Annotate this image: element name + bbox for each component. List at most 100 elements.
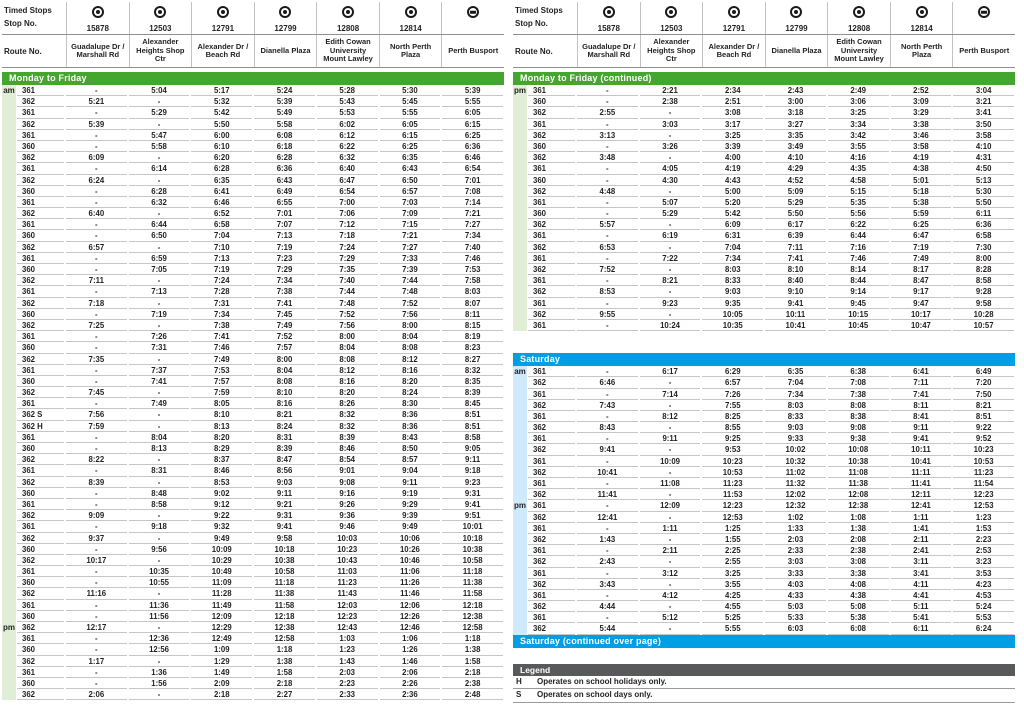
timetable-row: 361-6:59 7:13 7:23 7:29 7:33 7:46: [2, 252, 504, 264]
time-cell: 9:19: [379, 488, 441, 499]
time-cell: 7:43: [577, 400, 638, 411]
time-cell: 8:56: [254, 465, 315, 477]
time-cell: 5:15: [827, 186, 889, 197]
time-cell: 2:55: [577, 107, 638, 119]
time-cell: 5:09: [765, 186, 826, 197]
route-number: 360: [17, 644, 64, 656]
time-cell: -: [66, 197, 127, 209]
time-cell: -: [577, 253, 638, 264]
time-cell: 8:31: [254, 432, 315, 443]
time-cell: 12:09: [191, 611, 253, 622]
time-cell: -: [639, 489, 701, 501]
time-cell: 8:16: [316, 376, 378, 388]
stop-number: 12814: [910, 24, 933, 33]
route-number: 362: [528, 377, 575, 389]
timetable-row: 361-6:19 6:31 6:39 6:44 6:47 6:58: [513, 230, 1015, 242]
stops-header: Timed Stops Stop No. 15878 12503 12791 12799 1…: [513, 2, 1015, 68]
time-cell: 6:52: [191, 208, 253, 220]
time-cell: 10:03: [316, 533, 378, 544]
time-cell: 6:03: [765, 623, 826, 635]
stop-number: 12791: [211, 24, 235, 33]
time-cell: 7:23: [254, 253, 315, 264]
time-cell: 11:32: [765, 478, 826, 490]
period-label: [2, 230, 16, 242]
timetable-row: 360-5:29 5:42 5:50 5:56 5:59 6:11: [513, 208, 1015, 220]
period-label: [2, 599, 16, 611]
period-label: [2, 208, 16, 220]
time-cell: 7:56: [379, 309, 441, 320]
timetable-row: 361-3:03 3:17 3:27 3:34 3:38 3:50: [513, 118, 1015, 130]
timetable-row: 362 S 7:56-8:10 8:21 8:32 8:36 8:51: [2, 409, 504, 421]
time-cell: 11:56: [128, 611, 190, 622]
period-label: [513, 422, 527, 434]
period-label: [513, 140, 527, 153]
section-title-bar: Saturday: [513, 353, 1015, 367]
time-cell: 6:46: [577, 377, 638, 389]
time-cell: 6:28: [128, 186, 190, 197]
period-label: [513, 410, 527, 423]
route-number: 360: [17, 577, 64, 589]
route-number: 360: [17, 309, 64, 320]
time-cell: 1:03: [316, 633, 378, 645]
time-cell: 2:03: [316, 667, 378, 678]
route-number: 361: [528, 568, 575, 579]
timetable-row: 361-8:58 9:12 9:21 9:26 9:29 9:41: [2, 498, 504, 511]
time-cell: 2:48: [442, 689, 503, 701]
time-cell: 6:32: [316, 152, 378, 164]
time-cell: -: [66, 163, 127, 175]
route-number: 361: [17, 465, 64, 477]
time-cell: 8:32: [442, 365, 503, 376]
time-cell: 7:05: [128, 264, 190, 276]
stop-name: Edith Cowan University Mount Lawley: [316, 35, 379, 67]
time-cell: 5:12: [639, 612, 701, 624]
time-cell: 3:48: [577, 152, 638, 164]
time-cell: 7:46: [191, 342, 253, 354]
time-cell: 8:20: [379, 376, 441, 388]
time-cell: 6:29: [702, 366, 764, 378]
time-cell: 7:27: [379, 242, 441, 253]
timed-stop-icon: [279, 6, 292, 18]
time-cell: 5:24: [953, 601, 1014, 613]
route-number: 360: [17, 376, 64, 388]
stop-number: 12799: [274, 24, 297, 33]
time-cell: 6:50: [379, 175, 441, 186]
time-cell: 2:41: [890, 545, 952, 557]
time-cell: 8:43: [577, 422, 638, 434]
period-label: [513, 455, 527, 467]
time-cell: -: [577, 175, 638, 186]
time-cell: 7:40: [442, 242, 503, 253]
time-cell: 7:01: [442, 175, 503, 186]
time-cell: 7:19: [128, 309, 190, 320]
time-cell: 8:28: [953, 264, 1014, 276]
period-label: [513, 466, 527, 478]
stop-name: Edith Cowan University Mount Lawley: [827, 35, 890, 67]
timetable-row: 361-7:14 7:26 7:34 7:38 7:41 7:50: [513, 388, 1015, 400]
time-cell: 5:38: [827, 612, 889, 624]
route-number: 362: [528, 264, 575, 276]
period-label: [513, 208, 527, 220]
timetable-row: 360-5:58 6:10 6:18 6:22 6:25 6:36: [2, 140, 504, 153]
period-label: [2, 286, 16, 298]
time-cell: 6:43: [254, 175, 315, 186]
time-cell: 10:09: [191, 544, 253, 555]
time-cell: 8:47: [890, 275, 952, 287]
timetable-row: 361-4:05 4:19 4:29 4:35 4:38 4:50: [513, 163, 1015, 175]
time-cell: 6:15: [442, 119, 503, 130]
route-number: 360: [17, 611, 64, 622]
stop-column-header: 12808: [316, 2, 379, 34]
period-label: [2, 476, 16, 488]
stop-no-label: Stop No.: [515, 19, 548, 28]
period-label: [513, 152, 527, 164]
time-cell: 1:18: [442, 633, 503, 645]
time-cell: 9:17: [890, 286, 952, 298]
timetable-row: pm 361-2:21 2:34 2:43 2:49 2:52 3:04: [513, 85, 1015, 97]
time-cell: 12:38: [254, 622, 315, 634]
timetable-row: 362 4:44-4:55 5:03 5:08 5:11 5:24: [513, 601, 1015, 613]
time-cell: 8:55: [702, 422, 764, 434]
time-cell: 9:38: [827, 433, 889, 445]
route-number: 362: [17, 354, 64, 365]
timed-stop-icon: [91, 6, 104, 18]
timetable-row: 362 8:22-8:37 8:47 8:54 8:57 9:11: [2, 454, 504, 466]
time-cell: 12:26: [379, 611, 441, 622]
period-label: [513, 241, 527, 253]
